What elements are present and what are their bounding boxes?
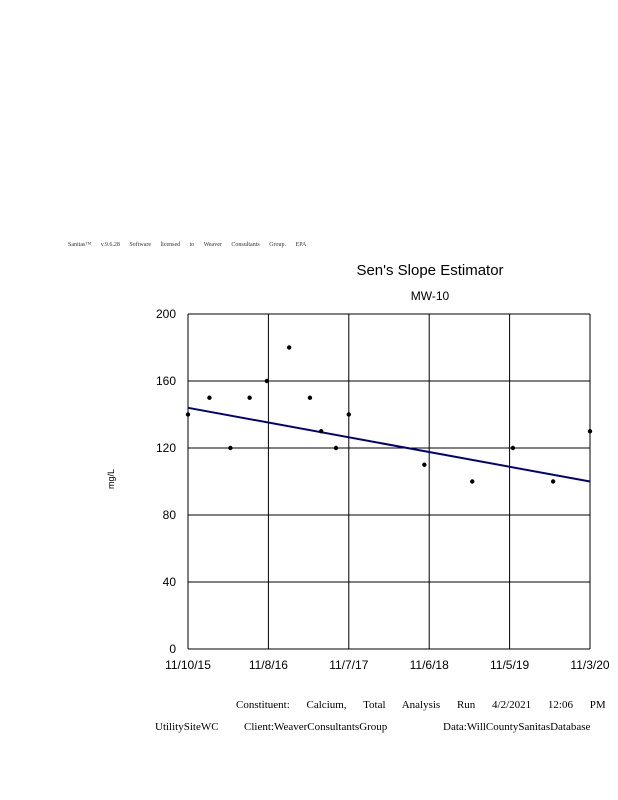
footer-site: UtilitySiteWC	[155, 721, 219, 733]
y-tick-label: 200	[156, 307, 176, 321]
data-point	[550, 479, 556, 484]
trend-line	[187, 406, 591, 483]
x-tick-label: 11/10/15	[165, 658, 211, 672]
footer-client: Client:WeaverConsultantsGroup	[244, 721, 388, 733]
tick-labels: 11/10/15 11/8/16 11/7/17 11/6/18 11/5/19 11/3…	[156, 307, 610, 672]
data-point	[318, 429, 324, 434]
data-point	[307, 395, 313, 400]
data-point	[185, 412, 191, 417]
y-tick-label: 160	[156, 374, 176, 388]
data-points	[185, 345, 593, 484]
trend-line-group	[187, 406, 591, 483]
data-point	[346, 412, 351, 417]
y-tick-label: 120	[156, 441, 176, 455]
x-tick-label: 11/6/18	[410, 658, 449, 672]
data-point	[422, 462, 427, 467]
data-point	[470, 479, 475, 484]
data-point	[207, 395, 212, 400]
y-tick-label: 40	[163, 575, 177, 589]
data-point	[228, 445, 233, 451]
y-tick-label: 0	[169, 642, 176, 656]
chart-subtitle: MW-10	[410, 289, 450, 303]
data-point	[286, 345, 292, 350]
x-tick-label: 11/3/20	[570, 658, 609, 672]
chart-title: Sen's Slope Estimator	[356, 262, 504, 279]
data-point	[264, 378, 270, 384]
x-tick-label: 11/7/17	[329, 658, 368, 672]
data-point	[587, 429, 593, 434]
data-point	[247, 395, 252, 400]
x-tick-label: 11/8/16	[249, 658, 288, 672]
y-tick-label: 80	[163, 508, 177, 522]
software-license-header: Sanitas™ v.9.6.28 Software licensed to W…	[68, 242, 307, 248]
data-point	[333, 445, 339, 451]
footer-constituent: Constituent: Calcium, Total Analysis Run…	[236, 699, 606, 711]
data-point	[510, 445, 516, 451]
footer-data: Data:WillCountySanitasDatabase	[443, 721, 591, 733]
grid-lines	[187, 313, 591, 650]
x-tick-label: 11/5/19	[490, 658, 529, 672]
